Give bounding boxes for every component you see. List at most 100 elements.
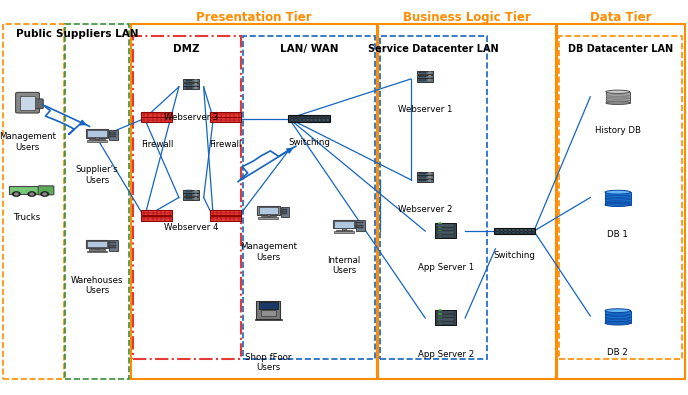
Bar	[261, 216, 276, 217]
Bar	[532, 229, 535, 231]
Bar	[142, 216, 172, 221]
Bar	[420, 79, 427, 81]
Bar	[528, 229, 530, 231]
Bar	[184, 197, 199, 200]
Bar	[259, 217, 278, 219]
Bar	[380, 36, 487, 359]
Bar	[418, 78, 433, 81]
Circle shape	[429, 180, 431, 181]
Bar	[186, 87, 193, 88]
Bar	[110, 242, 116, 243]
Bar	[326, 119, 329, 120]
Bar	[211, 210, 241, 216]
Text: Switching: Switching	[494, 251, 535, 260]
Bar	[211, 216, 241, 221]
Bar	[8, 186, 40, 194]
Bar	[326, 117, 329, 118]
Bar	[310, 119, 313, 120]
Circle shape	[43, 193, 46, 195]
Bar	[186, 83, 193, 85]
Text: Management
Users: Management Users	[0, 132, 56, 152]
Circle shape	[195, 190, 197, 192]
Circle shape	[439, 310, 442, 311]
FancyBboxPatch shape	[16, 92, 39, 113]
Text: DB 1: DB 1	[608, 230, 628, 239]
Text: History DB: History DB	[595, 126, 641, 135]
Circle shape	[439, 322, 442, 324]
Circle shape	[429, 177, 431, 178]
Bar	[524, 229, 526, 231]
Bar	[184, 190, 199, 193]
Text: Service Datacenter LAN: Service Datacenter LAN	[368, 44, 499, 55]
Bar	[334, 231, 354, 233]
Text: Webserver 4: Webserver 4	[164, 223, 219, 232]
Text: App Server 2: App Server 2	[418, 350, 474, 359]
Bar	[378, 24, 556, 379]
Bar	[437, 224, 453, 227]
Circle shape	[28, 192, 36, 196]
Bar	[605, 192, 631, 205]
Bar	[437, 235, 453, 237]
Bar	[303, 117, 305, 118]
Text: Firewall: Firewall	[140, 140, 173, 149]
Bar	[605, 310, 631, 323]
Text: Suppliers LAN: Suppliers LAN	[56, 28, 138, 39]
Bar	[357, 225, 363, 226]
Bar	[87, 140, 107, 142]
Bar	[255, 319, 282, 320]
Bar	[437, 318, 453, 320]
Circle shape	[195, 194, 197, 196]
Bar	[494, 228, 535, 234]
Bar	[418, 71, 433, 74]
Bar	[500, 229, 503, 231]
Text: Data Tier: Data Tier	[590, 11, 652, 24]
Bar	[497, 231, 499, 233]
Ellipse shape	[605, 203, 631, 207]
Bar	[133, 36, 241, 359]
Bar	[294, 119, 297, 120]
Bar	[504, 229, 507, 231]
Bar	[306, 119, 309, 120]
Bar	[334, 221, 354, 228]
Text: Internal
Users: Internal Users	[327, 256, 361, 275]
Ellipse shape	[605, 309, 631, 312]
Bar	[418, 175, 433, 179]
Bar	[288, 115, 330, 122]
Bar	[110, 136, 116, 137]
Text: DB Datacenter LAN: DB Datacenter LAN	[568, 44, 673, 55]
Text: Trucks: Trucks	[14, 213, 41, 222]
Bar	[109, 130, 118, 140]
Bar	[508, 229, 511, 231]
Text: Supplier's
Users: Supplier's Users	[76, 165, 118, 184]
Bar	[110, 132, 116, 133]
Bar	[109, 240, 118, 251]
Bar	[299, 117, 301, 118]
Bar	[497, 229, 499, 231]
Circle shape	[195, 84, 197, 85]
Ellipse shape	[605, 321, 631, 325]
Circle shape	[429, 76, 431, 77]
Text: Firewall: Firewall	[209, 140, 242, 149]
Bar	[420, 176, 427, 178]
Bar	[512, 231, 515, 233]
Bar	[342, 228, 346, 230]
Bar	[508, 231, 511, 233]
Circle shape	[439, 223, 442, 224]
Bar	[418, 75, 433, 78]
Text: Warehouses
Users: Warehouses Users	[71, 276, 123, 295]
Bar	[303, 119, 305, 120]
Text: Presentation Tier: Presentation Tier	[196, 11, 312, 24]
Bar	[418, 179, 433, 182]
Circle shape	[14, 193, 18, 195]
Bar	[332, 220, 355, 228]
Bar	[87, 251, 107, 252]
Bar	[3, 24, 64, 379]
Bar	[516, 231, 519, 233]
Bar	[528, 231, 530, 233]
Bar	[243, 36, 375, 359]
Circle shape	[429, 173, 431, 174]
Bar	[85, 240, 108, 248]
Bar	[437, 314, 453, 317]
Bar	[131, 24, 377, 379]
Bar	[95, 137, 99, 139]
